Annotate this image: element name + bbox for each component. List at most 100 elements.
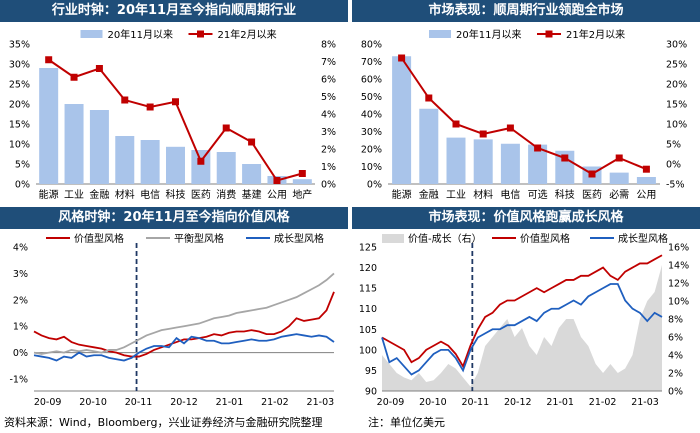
y-right-tick-label: 10% [668,297,689,308]
series-line [381,283,663,376]
y-left-tick-label: 125 [359,243,377,254]
bar [115,136,135,184]
panel-title: 风格时钟：20年11月至今指向价值风格 [0,207,348,229]
y-left-tick-label: 15% [9,120,30,131]
y-right-tick-label: 25% [666,60,687,71]
category-label: 材料 [115,188,135,201]
y-right-tick-label: 3% [321,127,336,138]
y-right-tick-label: 30% [666,40,687,51]
category-label: 科技 [555,188,575,201]
y-left-tick-label: 0% [15,180,30,191]
point-marker [398,54,406,62]
x-tick-label: 20-11 [462,397,490,408]
legend-label: 价值型风格 [74,232,124,245]
panel-market-cyclical: 市场表现：顺周期行业领跑全市场 0% 10% 20% 30% 40% 50% 60% 70% 8… [352,0,700,205]
point-marker [70,73,78,81]
y-left-tick-label: 0% [367,180,382,191]
y-left-tick-label: 40% [361,110,382,121]
point-marker [425,94,433,102]
legend-label: 价值型风格 [520,232,570,245]
source-note: 资料来源：Wind，Bloomberg，兴业证券经济与金融研究院整理 [4,416,323,429]
chart-market-cyclical: 0% 10% 20% 30% 40% 50% 60% 70% 80% -5% 0% 5% 10% 15% 2… [361,28,687,201]
category-label: 必需 [609,188,629,201]
y-right-tick-label: 8% [668,315,683,326]
panel-style-clock: 风格时钟：20年11月至今指向价值风格 -1% 0% 1% 2% 3% 4% 20-09 20… [0,207,348,412]
bar [64,104,84,184]
series-line [381,254,663,369]
legend-label: 21年2月以来 [218,28,277,41]
y-left-tick-label: 30% [9,60,30,71]
category-label: 工业 [446,189,466,201]
point-marker [298,170,306,177]
y-right-tick-label: 4% [321,110,336,121]
legend-label: 21年2月以来 [566,28,625,41]
legend-marker [545,30,553,38]
y-left-tick-label: 35% [9,40,30,51]
point-marker [172,98,179,106]
x-tick-label: 20-09 [34,397,62,408]
category-label: 消费 [216,188,236,201]
chart-value-vs-growth: 90 95 100 105 110 115 120 125 0% 2% 4% 6% 8% 10% 12% 14… [359,232,689,408]
category-label: 材料 [473,188,493,201]
x-tick-label: 20-12 [170,397,198,408]
y-right-tick-label: 6% [321,75,336,86]
legend-label: 价值-成长（右） [408,232,482,245]
y-right-tick-label: 5% [321,92,336,103]
y-right-tick-label: 4% [668,351,683,362]
y-left-tick-label: 110 [359,304,377,315]
x-tick-label: 21-03 [631,397,659,408]
category-label: 能源 [392,188,412,201]
y-right-tick-label: 5% [666,140,681,151]
point-marker [479,130,487,138]
y-left-tick-label: 120 [359,263,377,274]
y-right-tick-label: 0% [666,160,681,171]
series-line [400,57,647,176]
bar [191,150,211,184]
y-right-tick-label: 0% [321,180,336,191]
category-label: 公用 [267,190,287,201]
bar [89,110,109,184]
point-marker [561,154,569,162]
y-right-tick-label: 2% [321,145,336,156]
panel-title: 市场表现：顺周期行业领跑全市场 [352,0,700,22]
y-tick-label: 1% [13,322,28,333]
y-left-tick-label: 10% [9,140,30,151]
y-tick-label: -1% [10,375,29,386]
y-left-tick-label: 95 [365,366,377,377]
y-right-tick-label: -5% [666,180,685,191]
legend-label: 成长型风格 [274,232,324,245]
y-right-tick-label: 2% [668,369,683,380]
y-tick-label: 4% [13,243,28,254]
category-label: 电信 [140,188,160,201]
point-marker [121,96,129,104]
category-label: 金融 [419,188,439,201]
bar [216,152,236,184]
category-label: 工业 [64,189,84,201]
unit-note: 注：单位亿美元 [368,416,445,429]
bar [555,150,575,184]
y-left-tick-label: 25% [9,80,30,91]
y-left-tick-label: 105 [359,325,377,336]
y-right-tick-label: 20% [666,80,687,91]
point-marker [45,56,53,64]
y-left-tick-label: 115 [359,284,377,295]
y-left-tick-label: 20% [9,100,30,111]
legend-marker [197,30,204,38]
bar [242,164,262,184]
y-left-tick-label: 30% [361,127,382,138]
point-marker [506,124,514,132]
category-label: 地产 [292,188,312,201]
point-marker [95,65,103,72]
point-marker [452,120,460,128]
y-right-tick-label: 14% [668,261,689,272]
legend-label: 20年11月以来 [108,28,173,41]
y-left-tick-label: 90 [365,387,377,398]
x-tick-label: 21-03 [307,397,335,408]
series-line [33,333,335,362]
y-left-tick-label: 100 [359,345,377,356]
bar [473,139,493,184]
area-series [382,265,662,391]
bar [500,143,520,184]
x-tick-label: 20-10 [419,397,447,408]
y-left-tick-label: 20% [361,145,382,156]
